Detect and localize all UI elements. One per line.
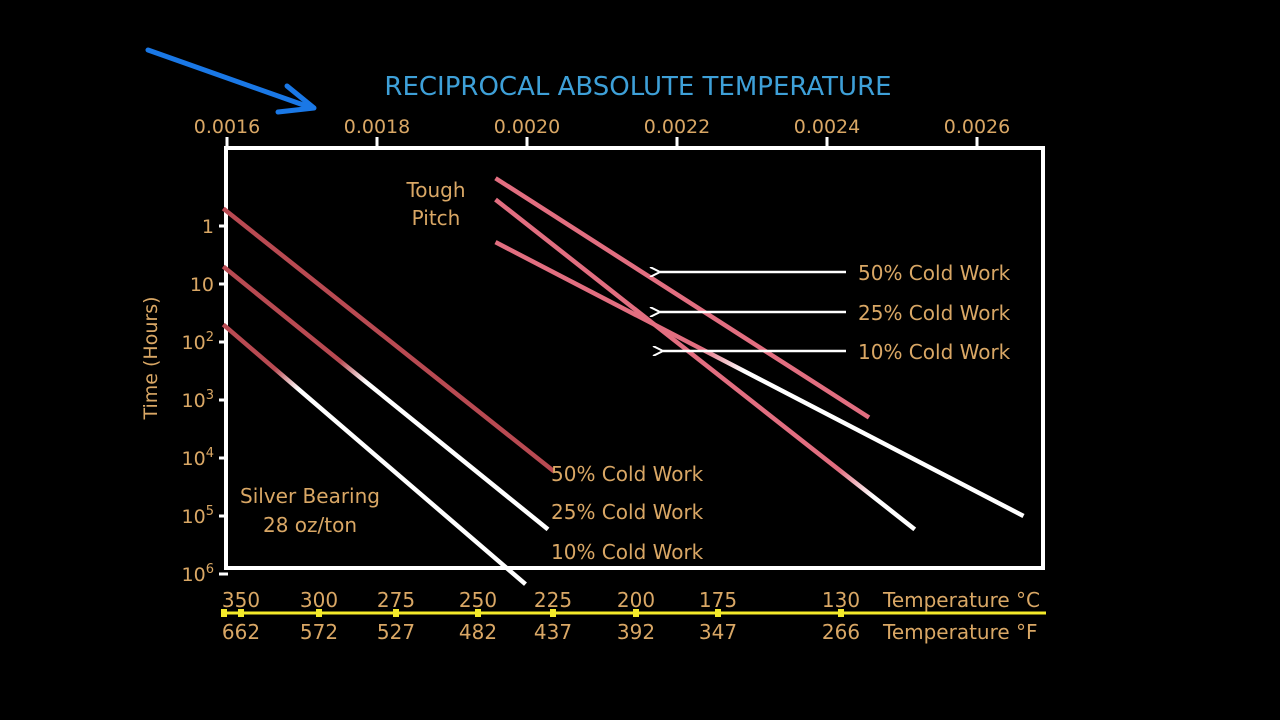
y-tick-label: 104 [182, 446, 214, 470]
y-tick-exponent: 5 [206, 504, 214, 519]
y-tick-label: 10 [190, 274, 214, 296]
x-tick-label: 0.0020 [494, 116, 560, 138]
temperature-f-value: 662 [222, 620, 260, 644]
y-tick-label: 106 [182, 562, 214, 586]
temperature-axis: 350 662 300 572 275 527 250 482 225 437 200 392 175 3… [221, 588, 1046, 644]
pointer-arrow-icon [145, 47, 317, 115]
temperature-tick [238, 609, 244, 617]
y-tick-base: 10 [182, 332, 206, 354]
group-label: 28 oz/ton [263, 513, 357, 537]
y-tick-exponent: 4 [206, 446, 214, 461]
series-line [221, 264, 550, 532]
x-tick-label: 0.0018 [344, 116, 410, 138]
series-labels: 50% Cold Work 25% Cold Work 10% Cold Work S… [240, 178, 1011, 564]
plot-frame [224, 146, 1045, 570]
temperature-tick [633, 609, 639, 617]
y-tick-base: 10 [182, 564, 206, 586]
temperature-c-value: 200 [617, 588, 655, 612]
y-tick-label: 102 [182, 330, 214, 354]
temperature-tick [221, 609, 227, 617]
temperature-tick [393, 609, 399, 617]
y-tick-exponent: 6 [206, 562, 214, 577]
x-tick-label: 0.0016 [194, 116, 260, 138]
temperature-tick [715, 609, 721, 617]
temperature-c-value: 175 [699, 588, 737, 612]
series-label: 25% Cold Work [551, 500, 704, 524]
y-tick-base: 10 [190, 274, 214, 296]
temperature-f-value: 392 [617, 620, 655, 644]
x-tick-label: 0.0022 [644, 116, 710, 138]
y-tick-label: 105 [182, 504, 214, 528]
x-axis-top: 0.0016 0.0018 0.0020 0.0022 0.0024 0.0026 [194, 116, 1010, 148]
group-label: Pitch [412, 206, 461, 230]
temperature-f-label: Temperature °F [882, 620, 1038, 644]
series-label: 10% Cold Work [551, 540, 704, 564]
series-label: 10% Cold Work [858, 340, 1011, 364]
temperature-tick [316, 609, 322, 617]
temperature-c-value: 225 [534, 588, 572, 612]
y-tick-base: 10 [182, 448, 206, 470]
temperature-f-value: 572 [300, 620, 338, 644]
y-tick-label: 103 [182, 388, 214, 412]
y-tick-base: 1 [202, 216, 214, 238]
y-tick-label: 1 [202, 216, 214, 238]
series-label: 25% Cold Work [858, 301, 1011, 325]
temperature-f-value: 266 [822, 620, 860, 644]
y-tick-base: 10 [182, 506, 206, 528]
series-line [221, 322, 527, 586]
temperature-f-value: 527 [377, 620, 415, 644]
temperature-c-value: 250 [459, 588, 497, 612]
temperature-f-value: 347 [699, 620, 737, 644]
y-tick-exponent: 2 [206, 330, 214, 345]
series-line [221, 206, 556, 474]
chart-title: RECIPROCAL ABSOLUTE TEMPERATURE [384, 72, 891, 102]
temperature-tick [550, 609, 556, 617]
y-tick-base: 10 [182, 390, 206, 412]
temperature-c-value: 130 [822, 588, 860, 612]
series-line [494, 240, 1025, 518]
series-line [494, 176, 871, 420]
temperature-c-value: 275 [377, 588, 415, 612]
temperature-c-label: Temperature °C [882, 588, 1040, 612]
y-tick-exponent: 3 [206, 388, 214, 403]
y-axis-label: Time (Hours) [140, 296, 162, 420]
temperature-tick [838, 609, 844, 617]
temperature-f-value: 437 [534, 620, 572, 644]
group-label: Silver Bearing [240, 484, 380, 508]
x-tick-label: 0.0026 [944, 116, 1010, 138]
series-line [494, 197, 917, 532]
series-label: 50% Cold Work [858, 261, 1011, 285]
series-lines [221, 176, 1025, 586]
temperature-c-value: 300 [300, 588, 338, 612]
temperature-f-value: 482 [459, 620, 497, 644]
temperature-c-value: 350 [222, 588, 260, 612]
group-label: Tough [405, 178, 465, 202]
x-tick-label: 0.0024 [794, 116, 860, 138]
series-label: 50% Cold Work [551, 462, 704, 486]
temperature-tick [475, 609, 481, 617]
